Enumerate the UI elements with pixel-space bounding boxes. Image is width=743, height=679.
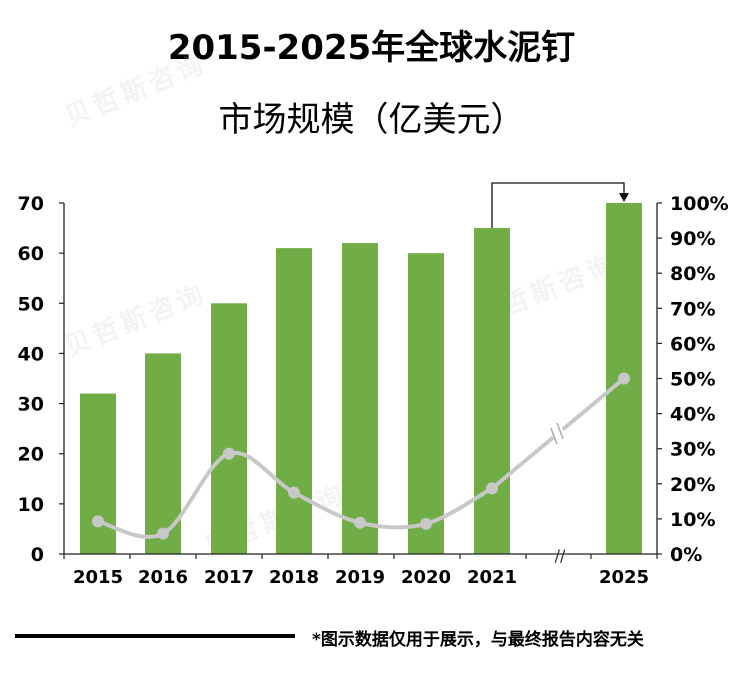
left-tick-label: 50 [18, 293, 44, 315]
growth-connector [491, 182, 625, 229]
x-tick-label: 2017 [204, 567, 254, 588]
left-tick-label: 60 [18, 243, 44, 265]
series-line-segment [490, 435, 555, 490]
x-tick-label: 2020 [401, 567, 451, 588]
right-tick-label: 70% [670, 298, 715, 320]
chart-title-line1: 2015-2025年全球水泥钉 [167, 28, 576, 68]
right-tick-label: 10% [670, 509, 715, 531]
line-point [420, 517, 432, 530]
left-tick-label: 10 [18, 494, 44, 516]
right-tick-label: 0% [670, 544, 702, 566]
left-tick-label: 40 [18, 343, 44, 365]
right-tick-label: 40% [670, 404, 715, 426]
left-tick-label: 70 [18, 193, 44, 215]
line-point [486, 482, 498, 495]
x-tick-label: 2015 [73, 567, 123, 588]
axis-break-mark: // [555, 546, 566, 565]
right-tick-label: 20% [670, 474, 715, 496]
line-point [288, 486, 300, 499]
right-tick-label: 60% [670, 333, 715, 355]
left-tick-label: 20 [18, 444, 44, 466]
x-tick-label: 2025 [599, 567, 649, 588]
bar [80, 393, 116, 554]
line-point [92, 515, 104, 528]
x-tick-label: 2021 [467, 567, 517, 588]
footnote: *图示数据仅用于展示，与最终报告内容无关 [312, 630, 644, 650]
bar [474, 228, 510, 555]
bar [211, 303, 247, 554]
right-tick-label: 80% [670, 263, 715, 285]
line-point [223, 447, 235, 460]
line-break-mark [550, 427, 558, 445]
bar [342, 243, 378, 554]
connector-arrowhead [619, 193, 629, 202]
bar [408, 253, 444, 554]
chart-title-line2: 市场规模（亿美元） [218, 100, 525, 140]
line-break-mark [556, 422, 564, 440]
line-point [157, 527, 169, 540]
x-tick-label: 2019 [335, 567, 385, 588]
right-tick-label: 30% [670, 439, 715, 461]
left-tick-label: 30 [18, 394, 44, 416]
x-tick-label: 2016 [138, 567, 188, 588]
footnote-rule [15, 634, 295, 638]
line-point [618, 372, 630, 385]
left-tick-label: 0 [31, 544, 44, 566]
x-tick-label: 2018 [269, 567, 319, 588]
right-tick-label: 50% [670, 369, 715, 391]
right-tick-label: 100% [670, 193, 729, 215]
series-line-segment [561, 376, 626, 432]
bar [276, 248, 312, 554]
line-point [354, 516, 366, 529]
right-tick-label: 90% [670, 228, 715, 250]
